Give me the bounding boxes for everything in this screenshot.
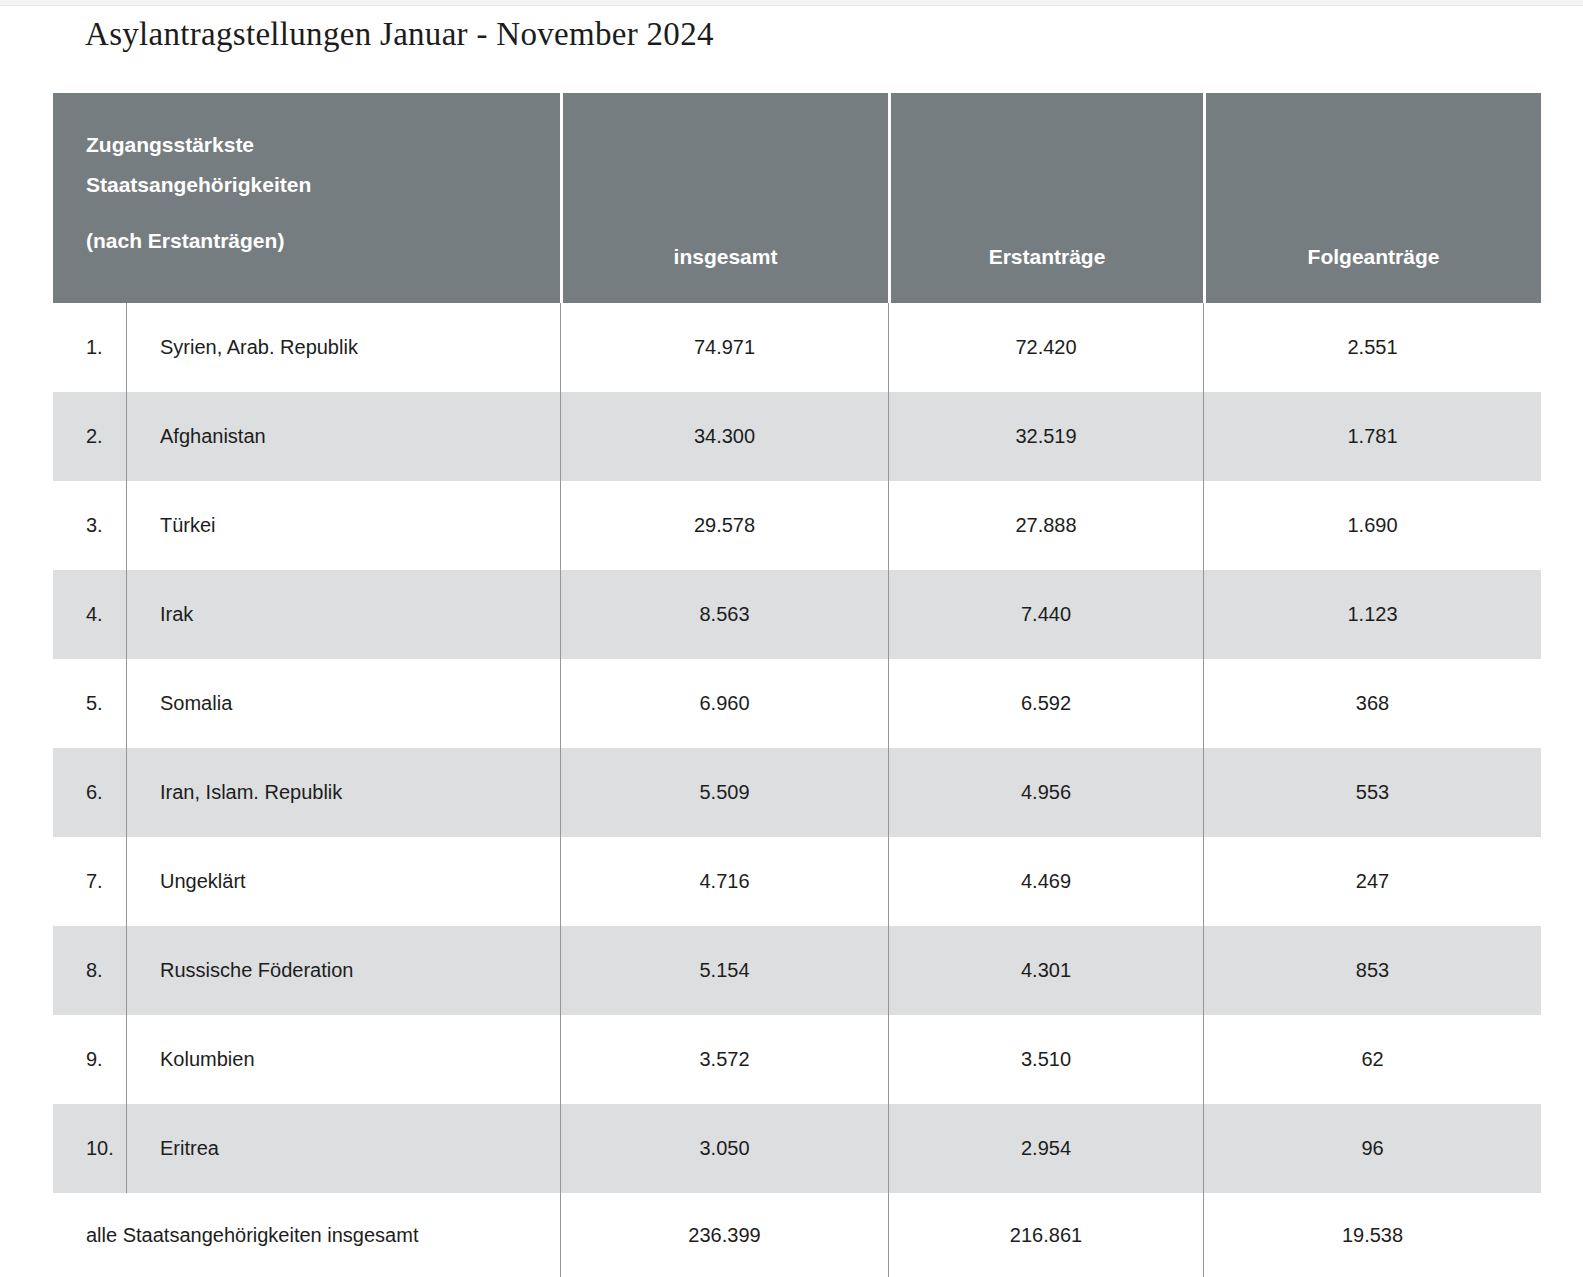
- total-cell: 5.154: [560, 926, 888, 1015]
- table-row: 4.Irak8.5637.4401.123: [53, 570, 1541, 659]
- first-applications-cell: 3.510: [888, 1015, 1203, 1104]
- table-body: 1.Syrien, Arab. Republik74.97172.4202.55…: [53, 303, 1541, 1193]
- rank-cell: 5.: [53, 659, 127, 748]
- footer-label: alle Staatsangehörigkeiten insgesamt: [53, 1193, 560, 1277]
- header-cell-nationalities: Zugangsstärkste Staatsangehörigkeiten (n…: [53, 93, 560, 303]
- page-title: Asylantragstellungen Januar - November 2…: [85, 16, 714, 53]
- follow-up-cell: 368: [1203, 659, 1541, 748]
- header-cell-total: insgesamt: [560, 93, 888, 303]
- table-row: 6.Iran, Islam. Republik5.5094.956553: [53, 748, 1541, 837]
- follow-up-cell: 553: [1203, 748, 1541, 837]
- follow-up-cell: 96: [1203, 1104, 1541, 1193]
- rank-cell: 9.: [53, 1015, 127, 1104]
- asylum-applications-table: Zugangsstärkste Staatsangehörigkeiten (n…: [53, 93, 1541, 1277]
- first-applications-cell: 4.469: [888, 837, 1203, 926]
- country-cell: Somalia: [127, 659, 560, 748]
- first-applications-cell: 7.440: [888, 570, 1203, 659]
- total-cell: 74.971: [560, 303, 888, 392]
- total-cell: 29.578: [560, 481, 888, 570]
- country-cell: Kolumbien: [127, 1015, 560, 1104]
- country-cell: Afghanistan: [127, 392, 560, 481]
- follow-up-cell: 1.690: [1203, 481, 1541, 570]
- table-row: 8.Russische Föderation5.1544.301853: [53, 926, 1541, 1015]
- footer-follow-up-cell: 19.538: [1203, 1193, 1541, 1277]
- header-nationalities-line1: Zugangsstärkste: [86, 125, 550, 165]
- table-header-row: Zugangsstärkste Staatsangehörigkeiten (n…: [53, 93, 1541, 303]
- follow-up-cell: 247: [1203, 837, 1541, 926]
- country-cell: Türkei: [127, 481, 560, 570]
- table-row: 2.Afghanistan34.30032.5191.781: [53, 392, 1541, 481]
- table-row: 1.Syrien, Arab. Republik74.97172.4202.55…: [53, 303, 1541, 392]
- first-applications-cell: 32.519: [888, 392, 1203, 481]
- country-cell: Ungeklärt: [127, 837, 560, 926]
- first-applications-cell: 4.956: [888, 748, 1203, 837]
- total-cell: 3.050: [560, 1104, 888, 1193]
- table-row: 9.Kolumbien3.5723.51062: [53, 1015, 1541, 1104]
- first-applications-cell: 72.420: [888, 303, 1203, 392]
- country-cell: Russische Föderation: [127, 926, 560, 1015]
- rank-cell: 7.: [53, 837, 127, 926]
- header-cell-first-applications: Erstanträge: [888, 93, 1203, 303]
- total-cell: 8.563: [560, 570, 888, 659]
- total-cell: 34.300: [560, 392, 888, 481]
- follow-up-cell: 2.551: [1203, 303, 1541, 392]
- country-cell: Iran, Islam. Republik: [127, 748, 560, 837]
- rank-cell: 2.: [53, 392, 127, 481]
- rank-cell: 10.: [53, 1104, 127, 1193]
- first-applications-cell: 6.592: [888, 659, 1203, 748]
- rank-cell: 6.: [53, 748, 127, 837]
- rank-cell: 3.: [53, 481, 127, 570]
- country-cell: Irak: [127, 570, 560, 659]
- first-applications-cell: 4.301: [888, 926, 1203, 1015]
- rank-cell: 4.: [53, 570, 127, 659]
- country-cell: Eritrea: [127, 1104, 560, 1193]
- rank-cell: 8.: [53, 926, 127, 1015]
- table-footer-row: alle Staatsangehörigkeiten insgesamt 236…: [53, 1193, 1541, 1277]
- header-nationalities-line2: Staatsangehörigkeiten: [86, 165, 550, 205]
- table-row: 7.Ungeklärt4.7164.469247: [53, 837, 1541, 926]
- table-row: 10.Eritrea3.0502.95496: [53, 1104, 1541, 1193]
- total-cell: 3.572: [560, 1015, 888, 1104]
- follow-up-cell: 62: [1203, 1015, 1541, 1104]
- footer-first-applications-cell: 216.861: [888, 1193, 1203, 1277]
- follow-up-cell: 1.781: [1203, 392, 1541, 481]
- footer-total-cell: 236.399: [560, 1193, 888, 1277]
- top-page-strip: [0, 0, 1583, 6]
- table-row: 3.Türkei29.57827.8881.690: [53, 481, 1541, 570]
- table-row: 5.Somalia6.9606.592368: [53, 659, 1541, 748]
- header-nationalities-line3: (nach Erstanträgen): [86, 221, 550, 261]
- follow-up-cell: 1.123: [1203, 570, 1541, 659]
- total-cell: 5.509: [560, 748, 888, 837]
- follow-up-cell: 853: [1203, 926, 1541, 1015]
- first-applications-cell: 27.888: [888, 481, 1203, 570]
- total-cell: 4.716: [560, 837, 888, 926]
- total-cell: 6.960: [560, 659, 888, 748]
- rank-cell: 1.: [53, 303, 127, 392]
- header-cell-follow-up-applications: Folgeanträge: [1203, 93, 1541, 303]
- first-applications-cell: 2.954: [888, 1104, 1203, 1193]
- country-cell: Syrien, Arab. Republik: [127, 303, 560, 392]
